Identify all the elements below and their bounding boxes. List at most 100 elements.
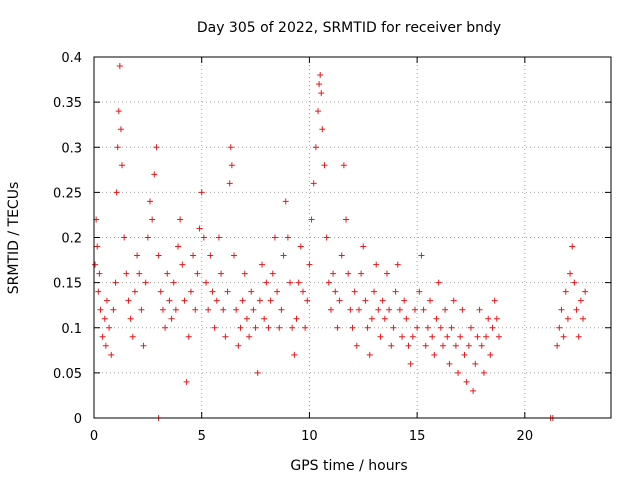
data-point <box>142 279 149 286</box>
data-point <box>407 360 414 367</box>
data-point <box>575 333 582 340</box>
data-point <box>336 297 343 304</box>
data-point <box>274 288 281 295</box>
data-point <box>233 306 240 313</box>
data-point <box>562 288 569 295</box>
data-point <box>159 306 166 313</box>
y-tick-label: 0.05 <box>53 367 82 382</box>
data-point <box>340 162 347 169</box>
data-point <box>153 144 160 151</box>
data-point <box>403 315 410 322</box>
data-point <box>483 333 490 340</box>
data-point <box>375 306 382 313</box>
data-point <box>127 315 134 322</box>
data-point <box>190 252 197 259</box>
data-point <box>113 189 120 196</box>
data-point <box>106 324 113 331</box>
data-point <box>194 270 201 277</box>
data-point <box>435 279 442 286</box>
data-point <box>427 297 434 304</box>
data-point <box>227 144 234 151</box>
data-point <box>101 315 108 322</box>
data-point <box>116 63 123 70</box>
data-point <box>358 270 365 277</box>
data-point <box>308 216 315 223</box>
data-point <box>491 297 498 304</box>
data-point <box>92 261 99 268</box>
data-point <box>394 261 401 268</box>
data-point <box>392 288 399 295</box>
data-point <box>108 351 115 358</box>
data-point <box>123 270 130 277</box>
data-point <box>183 378 190 385</box>
data-point <box>319 126 326 133</box>
data-point <box>579 315 586 322</box>
data-point <box>121 234 128 241</box>
data-point <box>360 243 367 250</box>
data-point <box>231 252 238 259</box>
data-point <box>110 306 117 313</box>
data-point <box>383 270 390 277</box>
data-point <box>177 216 184 223</box>
data-point <box>164 270 171 277</box>
data-point <box>343 216 350 223</box>
data-point <box>433 315 440 322</box>
data-point <box>220 306 227 313</box>
data-point <box>114 144 121 151</box>
x-tick-label: 5 <box>198 429 206 444</box>
data-point <box>147 198 154 205</box>
data-point <box>480 369 487 376</box>
data-point <box>269 270 276 277</box>
y-tick-label: 0 <box>74 412 82 427</box>
data-point <box>353 342 360 349</box>
data-point <box>259 261 266 268</box>
data-point <box>144 234 151 241</box>
data-point <box>239 297 246 304</box>
data-point <box>485 315 492 322</box>
data-point <box>310 180 317 187</box>
data-point <box>571 279 578 286</box>
data-point <box>569 243 576 250</box>
y-tick-label: 0.25 <box>53 186 82 201</box>
data-point <box>472 360 479 367</box>
data-point <box>355 306 362 313</box>
data-point <box>243 315 250 322</box>
data-point <box>316 81 323 88</box>
data-point <box>478 342 485 349</box>
data-point <box>94 243 101 250</box>
data-point <box>265 324 272 331</box>
data-point <box>181 297 188 304</box>
data-point <box>463 378 470 385</box>
data-point <box>338 252 345 259</box>
data-point <box>256 297 263 304</box>
data-point <box>429 333 436 340</box>
data-point <box>237 324 244 331</box>
data-point <box>289 324 296 331</box>
data-point <box>284 234 291 241</box>
data-point <box>157 288 164 295</box>
data-point <box>140 342 147 349</box>
data-point <box>437 324 444 331</box>
data-point <box>203 279 210 286</box>
data-point <box>276 324 283 331</box>
data-point <box>390 324 397 331</box>
data-point <box>222 333 229 340</box>
x-tick-label: 10 <box>301 429 318 444</box>
data-point <box>102 342 109 349</box>
data-point <box>96 270 103 277</box>
data-point <box>162 324 169 331</box>
data-point <box>134 252 141 259</box>
data-point <box>103 297 110 304</box>
data-point <box>399 333 406 340</box>
data-point <box>554 342 561 349</box>
data-point <box>327 306 334 313</box>
data-point <box>306 261 313 268</box>
data-point <box>364 324 371 331</box>
data-point <box>317 72 324 79</box>
data-point <box>138 306 145 313</box>
data-point <box>373 261 380 268</box>
data-point <box>386 306 393 313</box>
data-point <box>97 306 104 313</box>
data-point <box>207 252 214 259</box>
data-point <box>424 324 431 331</box>
